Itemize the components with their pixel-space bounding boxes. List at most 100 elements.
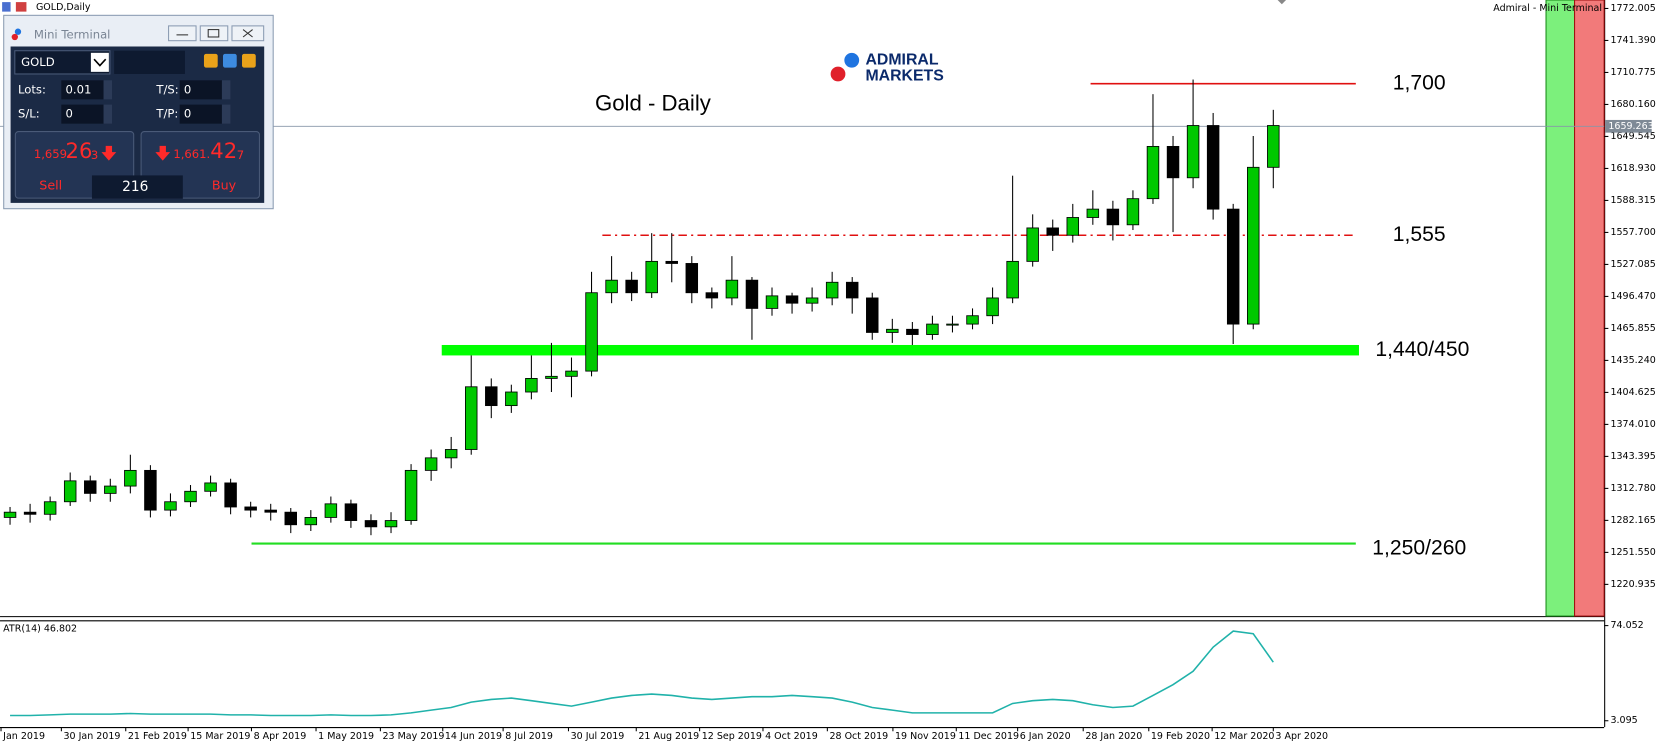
y-tick-label: 1557.700 [1610,227,1655,238]
candle-body [946,323,959,326]
candle-body [1247,166,1260,325]
candle-body [886,328,899,333]
candle-body [785,295,799,304]
y-tick-label: 1680.160 [1610,99,1655,110]
symbol-select[interactable] [14,50,111,75]
y-tick-label: 3.095 [1610,715,1637,726]
spinner[interactable] [221,104,231,124]
candle-body [966,315,979,325]
x-tick-label: 23 May 2019 [383,731,445,742]
indicator-name: ATR(14) 46.802 [3,623,77,634]
y-tick-label: 1343.395 [1610,451,1655,462]
y-tick-label: 1710.775 [1610,67,1655,78]
indicator-line [10,630,1274,717]
ts-input[interactable] [179,80,222,100]
y-tick-label: 1312.780 [1610,483,1655,494]
minimize-button[interactable] [168,25,197,42]
buy-price: 1,661. [173,147,210,161]
x-tick-label: 8 Jul 2019 [505,731,553,742]
buy-price: 42 [210,138,237,163]
sl-input[interactable] [61,104,104,124]
settings-button[interactable] [222,53,237,68]
candle-body [204,482,217,492]
y-tick-label: 1465.855 [1610,323,1655,334]
y-tick-label: 1496.470 [1610,291,1655,302]
candle-body [23,511,37,515]
candle-body [1126,198,1140,226]
x-tick-label: 30 Jul 2019 [571,731,625,742]
candle-body [3,511,17,518]
spinner[interactable] [103,80,113,100]
spinner[interactable] [221,80,231,100]
field-label: S/L: [18,107,40,121]
spread: 216 [122,179,148,195]
tool-button[interactable] [242,53,256,68]
candle-body [344,503,358,521]
field-value: 0.01 [66,82,92,96]
candle-body [845,281,859,299]
tp-input[interactable] [179,104,222,124]
tool-button[interactable] [203,53,218,68]
y-tick-label: 1527.085 [1610,259,1655,270]
candle-body [324,503,338,518]
flag-icon [2,2,11,12]
candle-body [364,520,378,528]
candle-body [765,295,779,309]
terminal-label: Admiral - Mini Terminal [1493,3,1602,14]
info-box [114,50,185,74]
x-tick-label: 4 Oct 2019 [765,731,818,742]
shift-marker [1277,0,1287,5]
candle-body [825,281,839,299]
y-tick-label: 1435.240 [1610,355,1655,366]
window-title: Mini Terminal [34,27,111,41]
candle-body [645,260,658,294]
buy-volume-bar [1545,0,1576,617]
candle-body [926,323,939,335]
y-tick-label: 74.052 [1610,620,1643,631]
candle-body [605,279,618,294]
candle-body [565,370,578,377]
sell-price: 1,659. [34,147,71,161]
candle-body [585,292,598,372]
chart-annotation: Gold - Daily [595,90,712,115]
mini-terminal: Mini Terminal GOLD Lots: 0.01 T/S: 0 S/L… [3,14,274,210]
candle-body [464,386,478,450]
maximize-button[interactable] [199,25,229,42]
down-arrow [101,145,117,161]
field-value: 0 [184,82,191,96]
spinner[interactable] [103,104,113,124]
candle-body [1226,208,1240,325]
candle-body [725,279,739,299]
candle-body [866,297,879,333]
candle-body [986,297,999,317]
candle-body [525,378,538,393]
icon [93,58,107,67]
candle-body [1026,227,1039,262]
field-label: T/S: [155,82,178,96]
candle-body [545,375,558,379]
level-label: 1,700 [1393,71,1446,94]
y-tick-label: 1649.545 [1610,131,1655,142]
candle-body [184,490,197,503]
x-tick-label: 28 Oct 2019 [829,731,888,742]
candle-body [444,449,458,459]
x-tick-label: 15 Mar 2019 [190,731,250,742]
flag-icon [15,2,27,12]
candle-body [1066,217,1080,236]
sell-label: Sell [39,177,62,192]
x-tick-label: 19 Nov 2019 [895,731,956,742]
candle-body [485,386,498,407]
x-tick-label: 1 May 2019 [318,731,374,742]
dropdown-button[interactable] [90,52,109,72]
candle-body [384,520,398,528]
candle-body [404,469,418,521]
candle-body [104,485,117,494]
candle-body [304,516,318,526]
y-tick-label: 1772.005 [1610,3,1655,14]
lots-input[interactable] [61,80,104,100]
candle-body [284,511,298,526]
y-tick-label: 1741.390 [1610,35,1655,46]
logo-text: MARKETS [865,67,943,84]
candle-body [244,506,257,511]
